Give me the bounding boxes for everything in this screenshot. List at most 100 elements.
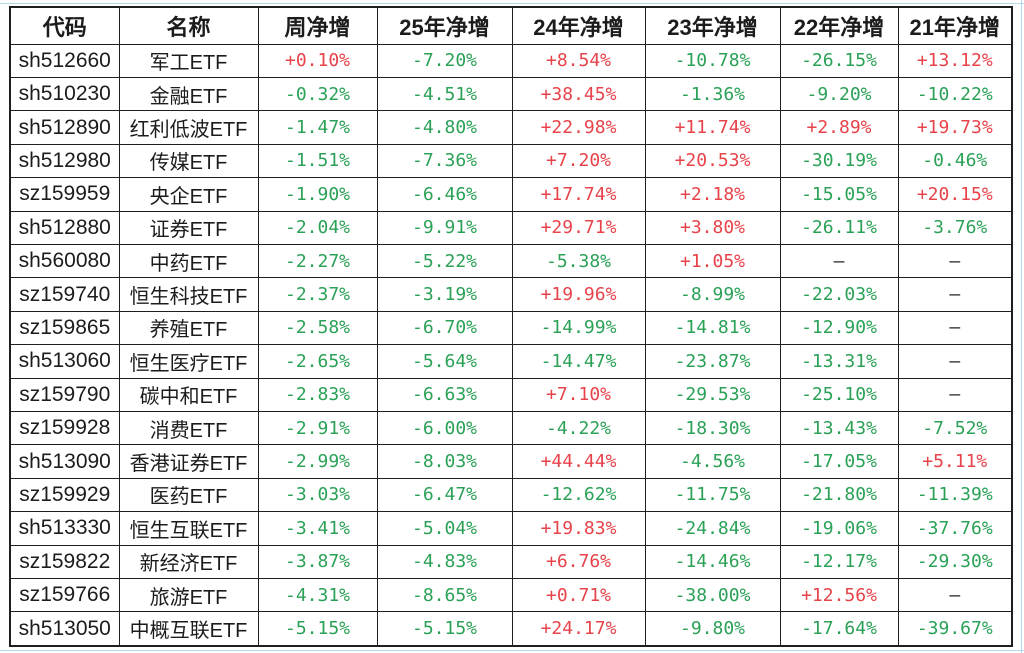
cell-value-2022[interactable]: -25.10% <box>779 377 899 412</box>
cell-value-2023[interactable]: -9.80% <box>644 611 781 647</box>
cell-value-2021[interactable]: +19.73% <box>897 110 1013 145</box>
cell-value-week[interactable]: -2.04% <box>257 210 378 245</box>
cell-value-2024[interactable]: +17.74% <box>511 177 646 212</box>
cell-value-2023[interactable]: -1.36% <box>644 76 781 112</box>
cell-value-2021[interactable]: -11.39% <box>897 477 1013 513</box>
cell-code[interactable]: sh513050 <box>9 611 120 647</box>
cell-value-2024[interactable]: +0.71% <box>511 577 646 613</box>
cell-code[interactable]: sz159790 <box>9 377 120 412</box>
cell-value-2025[interactable]: -4.83% <box>376 544 513 580</box>
cell-code[interactable]: sh512660 <box>9 43 120 78</box>
cell-value-2021[interactable]: — <box>897 277 1013 312</box>
cell-value-2023[interactable]: -24.84% <box>644 511 781 546</box>
cell-value-2024[interactable]: +8.54% <box>511 43 646 78</box>
cell-name[interactable]: 医药ETF <box>118 477 259 513</box>
cell-value-2024[interactable]: +29.71% <box>511 210 646 245</box>
column-header-name[interactable]: 名称 <box>118 6 259 45</box>
cell-value-2022[interactable]: -19.06% <box>779 511 899 546</box>
cell-value-2022[interactable]: -12.90% <box>779 310 899 346</box>
cell-name[interactable]: 香港证券ETF <box>118 444 259 479</box>
cell-value-2024[interactable]: -12.62% <box>511 477 646 513</box>
cell-value-2021[interactable]: -39.67% <box>897 611 1013 647</box>
cell-value-2025[interactable]: -3.19% <box>376 277 513 312</box>
cell-code[interactable]: sz159929 <box>9 477 120 513</box>
cell-name[interactable]: 央企ETF <box>118 177 259 212</box>
cell-value-week[interactable]: -2.37% <box>257 277 378 312</box>
cell-value-2022[interactable]: -26.11% <box>779 210 899 245</box>
cell-value-week[interactable]: -2.83% <box>257 377 378 412</box>
cell-value-2021[interactable]: — <box>897 377 1013 412</box>
cell-name[interactable]: 金融ETF <box>118 76 259 112</box>
cell-value-2025[interactable]: -9.91% <box>376 210 513 245</box>
cell-value-2022[interactable]: -21.80% <box>779 477 899 513</box>
cell-value-week[interactable]: -2.99% <box>257 444 378 479</box>
cell-code[interactable]: sh560080 <box>9 243 120 279</box>
cell-name[interactable]: 军工ETF <box>118 43 259 78</box>
cell-value-2022[interactable]: -17.05% <box>779 444 899 479</box>
cell-code[interactable]: sz159865 <box>9 310 120 346</box>
cell-value-2025[interactable]: -8.65% <box>376 577 513 613</box>
cell-value-2023[interactable]: -14.81% <box>644 310 781 346</box>
cell-name[interactable]: 新经济ETF <box>118 544 259 580</box>
cell-value-2024[interactable]: +22.98% <box>511 110 646 145</box>
cell-value-2023[interactable]: -10.78% <box>644 43 781 78</box>
cell-value-2025[interactable]: -5.04% <box>376 511 513 546</box>
cell-value-2025[interactable]: -5.64% <box>376 344 513 379</box>
cell-value-2023[interactable]: +2.18% <box>644 177 781 212</box>
cell-value-2022[interactable]: -26.15% <box>779 43 899 78</box>
cell-code[interactable]: sz159822 <box>9 544 120 580</box>
cell-value-week[interactable]: -3.03% <box>257 477 378 513</box>
cell-value-2023[interactable]: -23.87% <box>644 344 781 379</box>
cell-value-2024[interactable]: +19.83% <box>511 511 646 546</box>
cell-value-2024[interactable]: +6.76% <box>511 544 646 580</box>
cell-value-week[interactable]: -1.90% <box>257 177 378 212</box>
cell-value-2023[interactable]: -11.75% <box>644 477 781 513</box>
cell-name[interactable]: 旅游ETF <box>118 577 259 613</box>
cell-value-week[interactable]: -1.51% <box>257 143 378 179</box>
cell-value-2024[interactable]: -14.47% <box>511 344 646 379</box>
cell-value-2022[interactable]: -12.17% <box>779 544 899 580</box>
cell-value-2023[interactable]: -4.56% <box>644 444 781 479</box>
cell-value-2024[interactable]: -4.22% <box>511 410 646 446</box>
cell-code[interactable]: sz159959 <box>9 177 120 212</box>
cell-value-2024[interactable]: +24.17% <box>511 611 646 647</box>
cell-name[interactable]: 恒生互联ETF <box>118 511 259 546</box>
cell-code[interactable]: sz159740 <box>9 277 120 312</box>
cell-value-2023[interactable]: +20.53% <box>644 143 781 179</box>
cell-value-2025[interactable]: -6.70% <box>376 310 513 346</box>
cell-code[interactable]: sh513330 <box>9 511 120 546</box>
cell-value-2025[interactable]: -5.15% <box>376 611 513 647</box>
cell-value-2025[interactable]: -6.46% <box>376 177 513 212</box>
cell-value-2021[interactable]: -0.46% <box>897 143 1013 179</box>
cell-name[interactable]: 红利低波ETF <box>118 110 259 145</box>
cell-name[interactable]: 恒生医疗ETF <box>118 344 259 379</box>
cell-value-2024[interactable]: +44.44% <box>511 444 646 479</box>
cell-value-2024[interactable]: +7.10% <box>511 377 646 412</box>
cell-code[interactable]: sz159928 <box>9 410 120 446</box>
column-header-code[interactable]: 代码 <box>9 6 120 45</box>
cell-value-2025[interactable]: -6.63% <box>376 377 513 412</box>
cell-value-2021[interactable]: — <box>897 310 1013 346</box>
cell-name[interactable]: 证券ETF <box>118 210 259 245</box>
cell-value-2024[interactable]: -14.99% <box>511 310 646 346</box>
cell-value-2025[interactable]: -6.47% <box>376 477 513 513</box>
cell-value-2021[interactable]: -10.22% <box>897 76 1013 112</box>
cell-code[interactable]: sz159766 <box>9 577 120 613</box>
cell-value-2025[interactable]: -5.22% <box>376 243 513 279</box>
cell-value-week[interactable]: -3.87% <box>257 544 378 580</box>
cell-value-week[interactable]: -2.58% <box>257 310 378 346</box>
cell-value-week[interactable]: -3.41% <box>257 511 378 546</box>
column-header-2025[interactable]: 25年净增 <box>376 6 513 45</box>
cell-value-week[interactable]: -5.15% <box>257 611 378 647</box>
cell-value-2024[interactable]: +19.96% <box>511 277 646 312</box>
cell-value-2021[interactable]: — <box>897 243 1013 279</box>
cell-value-week[interactable]: -2.27% <box>257 243 378 279</box>
cell-value-week[interactable]: -2.65% <box>257 344 378 379</box>
cell-value-2025[interactable]: -8.03% <box>376 444 513 479</box>
cell-value-2023[interactable]: +11.74% <box>644 110 781 145</box>
cell-code[interactable]: sh512890 <box>9 110 120 145</box>
cell-code[interactable]: sh512880 <box>9 210 120 245</box>
cell-value-2024[interactable]: -5.38% <box>511 243 646 279</box>
cell-value-2024[interactable]: +7.20% <box>511 143 646 179</box>
cell-value-2022[interactable]: -17.64% <box>779 611 899 647</box>
